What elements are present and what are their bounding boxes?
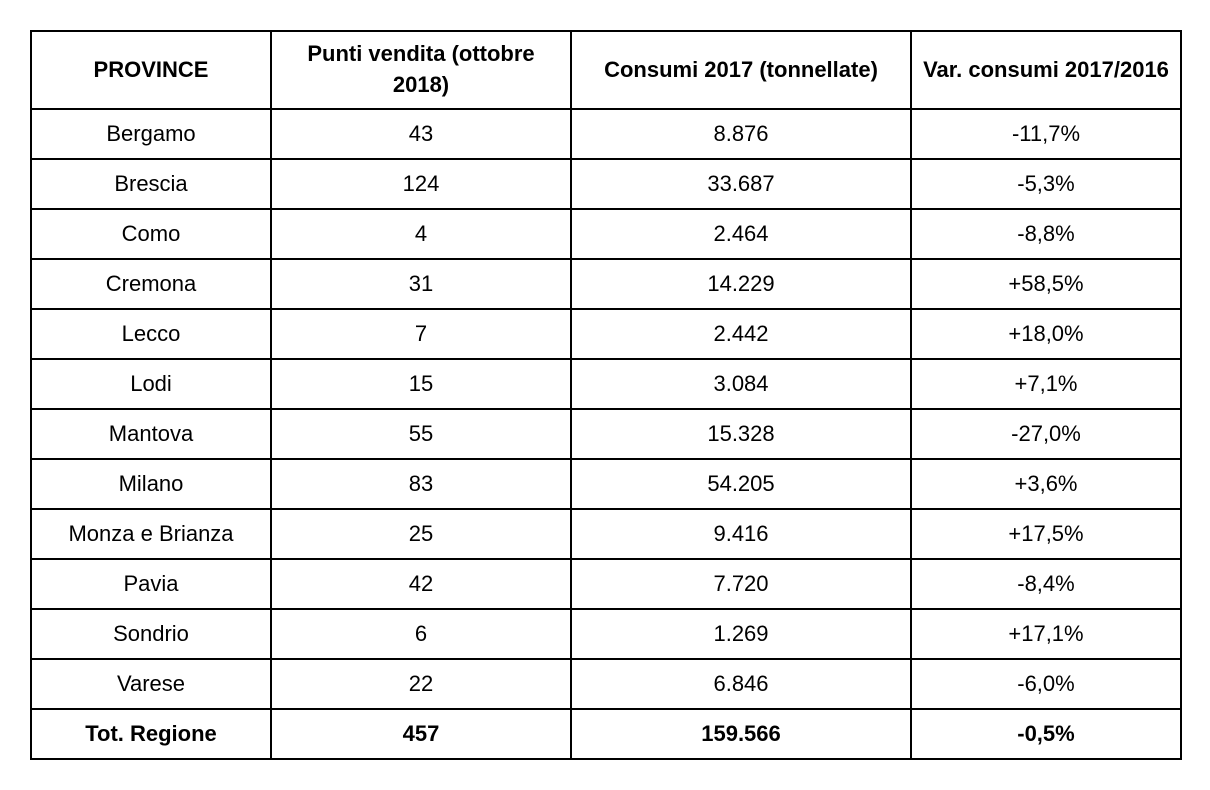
cell-punti-vendita: 15 — [271, 359, 571, 409]
cell-var: -8,4% — [911, 559, 1181, 609]
table-total-row: Tot. Regione 457 159.566 -0,5% — [31, 709, 1181, 759]
cell-consumi: 2.442 — [571, 309, 911, 359]
cell-punti-vendita: 7 — [271, 309, 571, 359]
cell-consumi: 33.687 — [571, 159, 911, 209]
table-row: Milano 83 54.205 +3,6% — [31, 459, 1181, 509]
cell-var: +18,0% — [911, 309, 1181, 359]
cell-province: Lecco — [31, 309, 271, 359]
table-header-row: PROVINCE Punti vendita (ottobre 2018) Co… — [31, 31, 1181, 109]
cell-province: Como — [31, 209, 271, 259]
cell-consumi: 7.720 — [571, 559, 911, 609]
table-body: Bergamo 43 8.876 -11,7% Brescia 124 33.6… — [31, 109, 1181, 759]
cell-punti-vendita: 31 — [271, 259, 571, 309]
cell-var: +58,5% — [911, 259, 1181, 309]
cell-province: Cremona — [31, 259, 271, 309]
cell-var: +17,1% — [911, 609, 1181, 659]
cell-var: +7,1% — [911, 359, 1181, 409]
cell-consumi: 1.269 — [571, 609, 911, 659]
col-header-punti-vendita: Punti vendita (ottobre 2018) — [271, 31, 571, 109]
cell-var: -8,8% — [911, 209, 1181, 259]
cell-punti-vendita: 124 — [271, 159, 571, 209]
cell-punti-vendita-total: 457 — [271, 709, 571, 759]
cell-consumi: 2.464 — [571, 209, 911, 259]
cell-var-total: -0,5% — [911, 709, 1181, 759]
table-row: Varese 22 6.846 -6,0% — [31, 659, 1181, 709]
cell-consumi: 6.846 — [571, 659, 911, 709]
cell-consumi: 54.205 — [571, 459, 911, 509]
cell-var: +17,5% — [911, 509, 1181, 559]
cell-province: Milano — [31, 459, 271, 509]
cell-var: +3,6% — [911, 459, 1181, 509]
cell-var: -6,0% — [911, 659, 1181, 709]
cell-consumi-total: 159.566 — [571, 709, 911, 759]
table-row: Sondrio 6 1.269 +17,1% — [31, 609, 1181, 659]
cell-province: Lodi — [31, 359, 271, 409]
cell-province: Varese — [31, 659, 271, 709]
cell-province: Pavia — [31, 559, 271, 609]
table-row: Pavia 42 7.720 -8,4% — [31, 559, 1181, 609]
table-row: Bergamo 43 8.876 -11,7% — [31, 109, 1181, 159]
cell-consumi: 15.328 — [571, 409, 911, 459]
col-header-consumi: Consumi 2017 (tonnellate) — [571, 31, 911, 109]
cell-province: Sondrio — [31, 609, 271, 659]
table-row: Brescia 124 33.687 -5,3% — [31, 159, 1181, 209]
cell-punti-vendita: 55 — [271, 409, 571, 459]
table-row: Mantova 55 15.328 -27,0% — [31, 409, 1181, 459]
cell-punti-vendita: 4 — [271, 209, 571, 259]
cell-province: Brescia — [31, 159, 271, 209]
col-header-province: PROVINCE — [31, 31, 271, 109]
cell-var: -11,7% — [911, 109, 1181, 159]
cell-consumi: 9.416 — [571, 509, 911, 559]
cell-punti-vendita: 22 — [271, 659, 571, 709]
cell-province: Monza e Brianza — [31, 509, 271, 559]
cell-var: -27,0% — [911, 409, 1181, 459]
cell-province-total: Tot. Regione — [31, 709, 271, 759]
col-header-var: Var. consumi 2017/2016 — [911, 31, 1181, 109]
cell-province: Bergamo — [31, 109, 271, 159]
table-row: Como 4 2.464 -8,8% — [31, 209, 1181, 259]
table-row: Monza e Brianza 25 9.416 +17,5% — [31, 509, 1181, 559]
table-row: Cremona 31 14.229 +58,5% — [31, 259, 1181, 309]
table-row: Lecco 7 2.442 +18,0% — [31, 309, 1181, 359]
cell-punti-vendita: 83 — [271, 459, 571, 509]
cell-consumi: 14.229 — [571, 259, 911, 309]
cell-province: Mantova — [31, 409, 271, 459]
cell-consumi: 3.084 — [571, 359, 911, 409]
cell-punti-vendita: 43 — [271, 109, 571, 159]
table-row: Lodi 15 3.084 +7,1% — [31, 359, 1181, 409]
cell-punti-vendita: 25 — [271, 509, 571, 559]
province-consumption-table: PROVINCE Punti vendita (ottobre 2018) Co… — [30, 30, 1182, 760]
cell-punti-vendita: 42 — [271, 559, 571, 609]
cell-punti-vendita: 6 — [271, 609, 571, 659]
cell-var: -5,3% — [911, 159, 1181, 209]
cell-consumi: 8.876 — [571, 109, 911, 159]
